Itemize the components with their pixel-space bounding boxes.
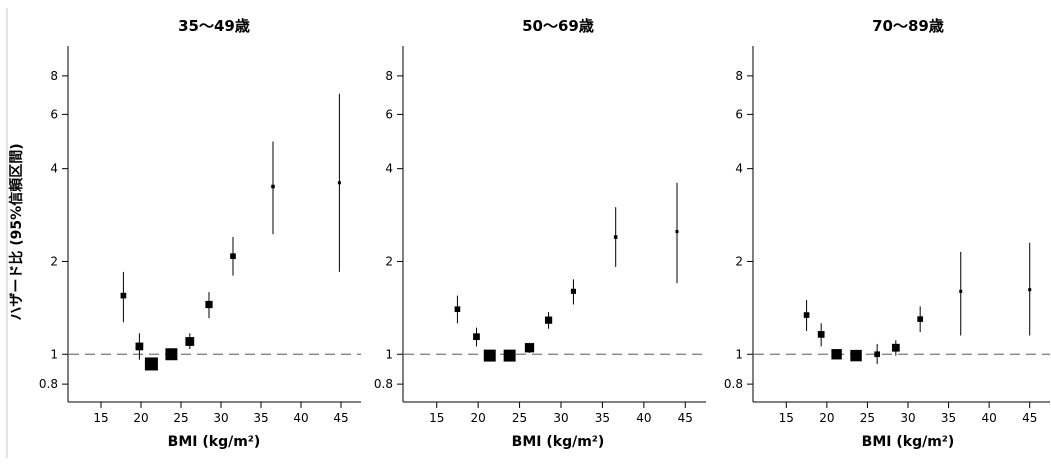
y-tick-label: 0.8 bbox=[724, 377, 743, 391]
y-tick-label: 6 bbox=[735, 107, 743, 121]
y-tick-label: 0.8 bbox=[374, 377, 393, 391]
x-tick-label: 25 bbox=[173, 411, 188, 425]
data-point bbox=[271, 184, 275, 189]
x-tick-label: 15 bbox=[779, 411, 794, 425]
data-point bbox=[675, 230, 679, 234]
y-tick-label: 0.8 bbox=[39, 377, 58, 391]
x-tick-label: 45 bbox=[678, 411, 693, 425]
data-point bbox=[874, 351, 880, 358]
x-tick-label: 35 bbox=[253, 411, 268, 425]
data-point bbox=[803, 312, 810, 318]
x-axis-title: BMI (kg/m²) bbox=[862, 434, 955, 450]
x-tick-label: 25 bbox=[860, 411, 875, 425]
x-tick-label: 45 bbox=[1022, 411, 1037, 425]
data-point bbox=[165, 348, 178, 361]
data-point bbox=[524, 343, 535, 353]
chart-panel-3: 70〜89歳 0.8 1 2 4 6 8 15 20 25 30 35 40 45 BMI (kg/m²) bbox=[724, 17, 1050, 450]
data-point bbox=[544, 316, 553, 324]
panel-title: 50〜69歳 bbox=[522, 17, 594, 35]
data-point bbox=[850, 349, 862, 362]
data-point bbox=[473, 333, 480, 341]
data-point bbox=[503, 349, 516, 362]
x-tick-label: 35 bbox=[941, 411, 956, 425]
data-point bbox=[205, 300, 213, 309]
y-tick-label: 2 bbox=[385, 254, 393, 268]
data-point bbox=[917, 316, 923, 322]
data-point bbox=[831, 349, 842, 360]
panel-title: 35〜49歳 bbox=[178, 17, 250, 35]
x-tick-label: 15 bbox=[429, 411, 444, 425]
data-point bbox=[817, 331, 825, 338]
data-point bbox=[120, 292, 127, 299]
y-tick-label: 2 bbox=[50, 254, 58, 268]
x-axis-title: BMI (kg/m²) bbox=[512, 434, 605, 450]
data-point bbox=[483, 349, 496, 362]
y-tick-label: 8 bbox=[385, 69, 393, 83]
y-tick-label: 1 bbox=[735, 347, 743, 361]
x-tick-label: 40 bbox=[636, 411, 651, 425]
y-tick-label: 4 bbox=[50, 162, 58, 176]
data-point bbox=[613, 235, 618, 239]
y-tick-label: 6 bbox=[50, 107, 58, 121]
x-tick-label: 30 bbox=[553, 411, 568, 425]
data-point bbox=[570, 288, 576, 294]
x-tick-label: 45 bbox=[333, 411, 348, 425]
y-tick-label: 6 bbox=[385, 107, 393, 121]
x-tick-label: 15 bbox=[93, 411, 108, 425]
data-point bbox=[891, 343, 900, 352]
x-tick-label: 20 bbox=[471, 411, 486, 425]
x-axis-title: BMI (kg/m²) bbox=[168, 434, 261, 450]
y-axis-title: ハザード比 (95%信頼区間) bbox=[8, 143, 25, 320]
x-tick-label: 40 bbox=[982, 411, 997, 425]
y-tick-label: 4 bbox=[385, 162, 393, 176]
y-tick-label: 8 bbox=[735, 69, 743, 83]
data-point bbox=[337, 181, 341, 185]
data-point bbox=[144, 357, 158, 371]
data-point bbox=[230, 253, 236, 260]
data-point bbox=[1028, 288, 1032, 292]
x-tick-label: 20 bbox=[133, 411, 148, 425]
y-tick-label: 4 bbox=[735, 162, 743, 176]
data-point bbox=[135, 342, 144, 351]
chart-panel-2: 50〜69歳 0.8 1 2 4 6 8 15 20 25 30 35 40 45 BMI (kg/m²) bbox=[374, 17, 706, 450]
data-point bbox=[959, 289, 963, 293]
x-tick-label: 25 bbox=[512, 411, 527, 425]
panel-title: 70〜89歳 bbox=[872, 17, 944, 35]
chart-panel-1: 35〜49歳 0.8 1 2 4 6 8 15 20 25 30 35 40 45 BMI (kg/m²) bbox=[39, 17, 361, 450]
data-point bbox=[185, 337, 195, 346]
x-tick-label: 35 bbox=[595, 411, 610, 425]
data-point bbox=[454, 306, 461, 313]
x-tick-label: 20 bbox=[819, 411, 834, 425]
y-tick-label: 1 bbox=[50, 347, 58, 361]
x-tick-label: 30 bbox=[213, 411, 228, 425]
x-tick-label: 40 bbox=[293, 411, 308, 425]
y-tick-label: 1 bbox=[385, 347, 393, 361]
y-tick-label: 2 bbox=[735, 254, 743, 268]
x-tick-label: 30 bbox=[900, 411, 915, 425]
y-tick-label: 8 bbox=[50, 69, 58, 83]
